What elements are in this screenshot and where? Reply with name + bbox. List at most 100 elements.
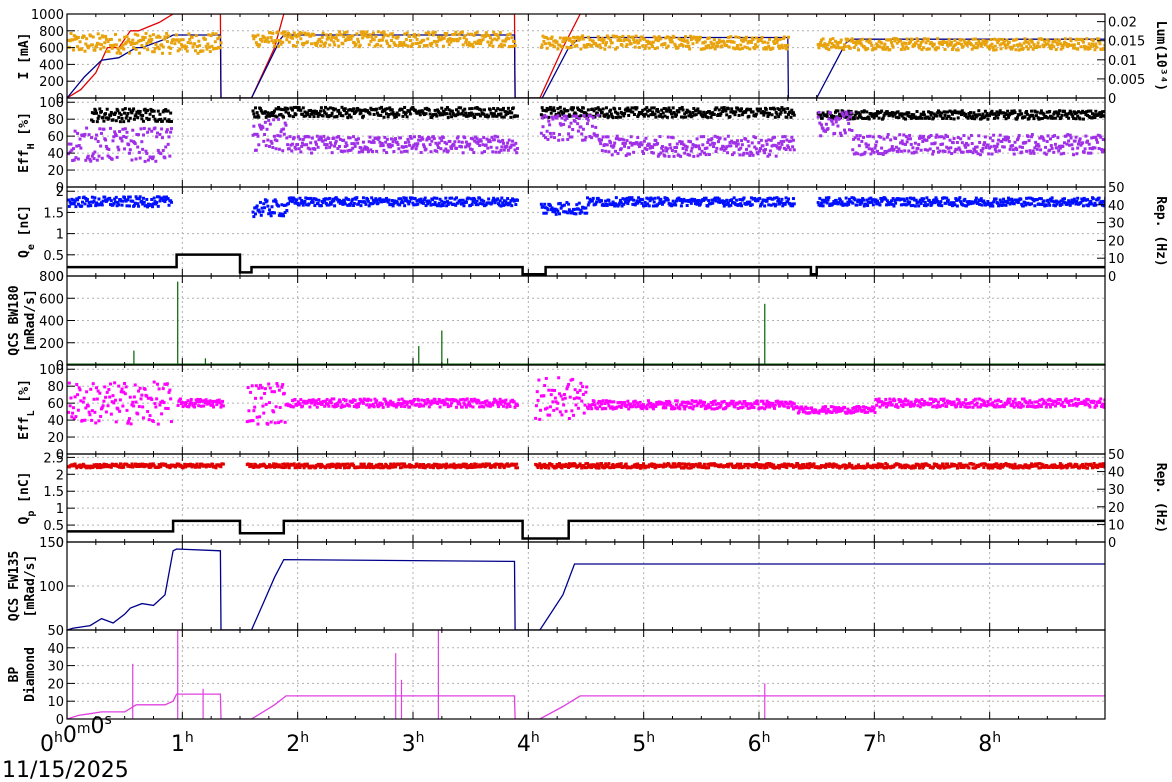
data-point [252, 37, 256, 41]
data-point [653, 47, 657, 51]
data-point [421, 137, 425, 141]
data-point [886, 112, 890, 116]
data-point [773, 115, 777, 119]
data-point [766, 154, 770, 158]
data-point [1044, 204, 1048, 208]
data-point [281, 40, 285, 44]
data-point [923, 200, 927, 204]
data-point [424, 31, 428, 35]
data-point [738, 153, 742, 157]
data-point [945, 116, 949, 120]
data-point [1087, 202, 1091, 206]
data-point [843, 202, 847, 206]
data-point [902, 41, 906, 45]
data-point [336, 198, 340, 202]
data-point [422, 38, 426, 42]
data-point [495, 146, 499, 150]
data-point [906, 200, 910, 204]
data-point [995, 145, 999, 149]
data-point [1055, 41, 1059, 45]
data-point [901, 142, 905, 146]
data-point [1100, 150, 1104, 154]
data-point [1063, 37, 1067, 41]
y2-tick-label: 0.015 [1108, 35, 1145, 50]
data-point [97, 42, 101, 46]
data-point [609, 38, 613, 42]
data-point [316, 201, 320, 205]
data-point [266, 36, 270, 40]
data-point [955, 140, 959, 144]
data-point [912, 113, 916, 117]
data-point [875, 202, 879, 206]
data-point [477, 139, 481, 143]
data-point [667, 106, 671, 110]
data-point [1075, 37, 1079, 41]
data-point [871, 114, 875, 118]
data-point [656, 196, 660, 200]
data-point [903, 117, 907, 121]
data-point [988, 47, 992, 51]
data-point [511, 44, 515, 48]
data-point [1081, 40, 1085, 44]
data-point [352, 203, 356, 207]
data-point [847, 109, 851, 113]
data-point [819, 41, 823, 45]
data-point [381, 144, 385, 148]
data-point [935, 133, 939, 137]
data-point [440, 199, 444, 203]
data-point [563, 118, 567, 122]
data-point [307, 202, 311, 206]
data-point [450, 109, 454, 113]
data-point [605, 112, 609, 116]
data-point [151, 114, 155, 118]
data-point [948, 41, 952, 45]
data-point [988, 202, 992, 206]
data-point [864, 142, 868, 146]
data-point [586, 35, 590, 39]
data-point [730, 139, 734, 143]
data-point [937, 135, 941, 139]
data-point [872, 116, 876, 120]
data-point [203, 37, 207, 41]
data-point [1006, 109, 1010, 113]
data-point [140, 199, 144, 203]
data-point [416, 41, 420, 45]
data-point [145, 151, 149, 155]
data-point [637, 142, 641, 146]
data-point [128, 395, 132, 399]
data-point [939, 114, 943, 118]
data-point [67, 198, 70, 202]
data-point [495, 38, 499, 42]
data-point [992, 144, 996, 148]
y-tick-label: 400 [39, 58, 64, 73]
data-point [955, 110, 959, 114]
data-point [641, 44, 645, 48]
data-point [155, 131, 159, 135]
data-point [594, 42, 598, 46]
data-point [841, 46, 845, 50]
data-point [625, 109, 629, 113]
data-point [342, 35, 346, 39]
y2-tick-label: 0 [1108, 270, 1116, 285]
data-point [114, 119, 118, 123]
data-point [422, 145, 426, 149]
data-point [328, 106, 332, 110]
data-point [344, 38, 348, 42]
data-point [76, 35, 80, 39]
data-point [630, 106, 634, 110]
data-point [481, 38, 485, 42]
data-point [734, 35, 738, 39]
data-point [990, 152, 994, 156]
data-point [145, 197, 149, 201]
data-point [187, 32, 191, 36]
data-point [1099, 135, 1103, 139]
data-point [1075, 111, 1079, 115]
data-point [461, 109, 465, 113]
data-point [737, 203, 741, 207]
data-point [329, 202, 333, 206]
data-point [492, 138, 496, 142]
data-point [918, 115, 922, 119]
data-point [885, 110, 889, 114]
data-point [912, 196, 916, 200]
data-point [78, 388, 82, 392]
